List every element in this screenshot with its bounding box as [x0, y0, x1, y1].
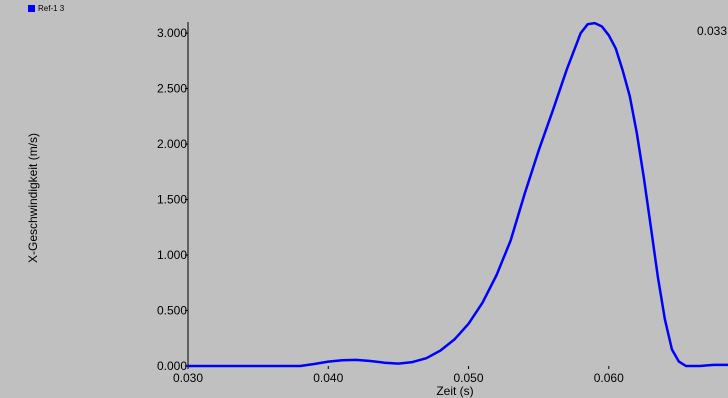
series-layer — [186, 21, 728, 368]
x-tick-label: 0.060 — [594, 371, 624, 385]
y-axis-label: X-Geschwindigkeit (m/s) — [26, 133, 40, 263]
y-tick-label: 1.500 — [157, 193, 187, 207]
y-tick-label: 0.500 — [157, 304, 187, 318]
corner-value: 0.033 — [697, 24, 727, 38]
x-tick-label: 0.030 — [173, 371, 203, 385]
y-tick-label: 2.000 — [157, 137, 187, 151]
legend-label: Ref-1 3 — [38, 4, 65, 13]
legend-swatch — [28, 5, 35, 12]
y-tick-label: 1.000 — [157, 248, 187, 262]
ticks: 0.000 0.500 1.000 1.500 2.000 2.500 3.000 0.030… — [157, 26, 624, 385]
x-tick-label: 0.050 — [454, 371, 484, 385]
x-tick-label: 0.040 — [313, 371, 343, 385]
y-tick-label: 3.000 — [157, 26, 187, 40]
y-tick-label: 2.500 — [157, 82, 187, 96]
series-line — [186, 21, 728, 368]
x-axis-label: Zeit (s) — [436, 384, 473, 398]
y-tick-label: 0.000 — [157, 359, 187, 373]
legend: Ref-1 3 — [28, 4, 64, 13]
